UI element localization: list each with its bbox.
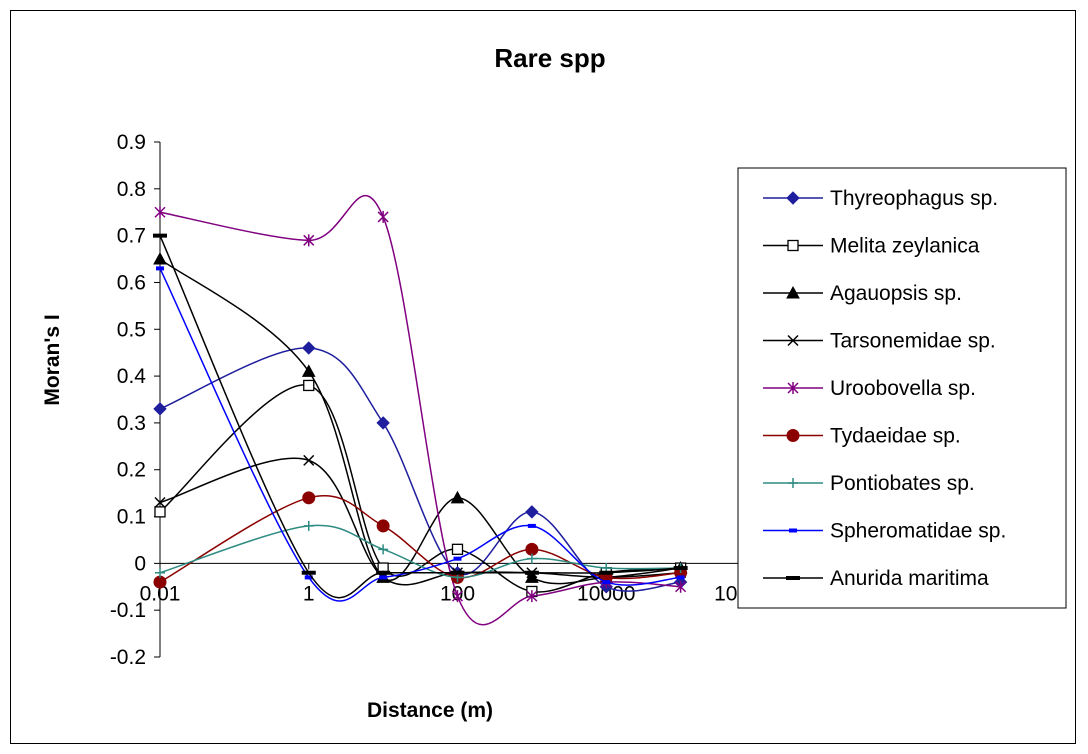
data-point <box>675 580 687 593</box>
data-point <box>153 575 167 589</box>
legend-item: Thyreophagus sp. <box>763 187 998 210</box>
data-point <box>376 519 390 533</box>
data-point <box>377 210 389 223</box>
legend-item: Uroobovella sp. <box>763 377 976 400</box>
data-point <box>156 266 164 271</box>
data-point <box>153 402 167 416</box>
data-point <box>303 379 315 392</box>
legend-item: Tydaeidae sp. <box>763 425 961 448</box>
y-tick-label: 0.9 <box>117 131 146 154</box>
data-point <box>450 490 465 504</box>
y-tick-label: 0.3 <box>117 412 146 435</box>
data-point <box>524 570 539 575</box>
y-tick-label: 0.6 <box>117 271 146 294</box>
data-point <box>303 454 315 466</box>
data-point <box>451 590 464 603</box>
data-point <box>376 570 391 575</box>
plot-area: -0.2 -0.1 0 0.1 0.2 0.3 0.4 0.5 0.6 0.7 0.8 0.9 0.01… <box>110 131 796 669</box>
y-tick-label: -0.1 <box>110 599 146 622</box>
legend-marker <box>789 528 797 533</box>
data-point <box>303 520 314 531</box>
data-point <box>673 566 688 571</box>
data-point <box>526 553 537 564</box>
x-tick-label: 1 <box>303 582 315 605</box>
y-tick-label: 0.1 <box>117 506 146 529</box>
data-point <box>450 570 465 575</box>
data-point <box>376 416 390 430</box>
data-point <box>301 364 316 377</box>
y-axis-label: Moran's I <box>41 314 64 405</box>
legend-marker <box>786 576 800 580</box>
series-line <box>159 195 681 626</box>
legend-label: Anurida maritima <box>830 567 989 590</box>
legend-marker <box>788 478 798 488</box>
series-line <box>159 384 681 593</box>
data-point <box>153 252 167 265</box>
legend-marker <box>786 429 800 442</box>
series-agauopsis-sp <box>153 252 688 585</box>
data-point <box>154 496 166 509</box>
series-anurida-maritima <box>153 233 688 599</box>
data-point <box>154 506 166 518</box>
data-point <box>304 575 313 580</box>
data-point <box>527 523 536 528</box>
legend-item: Agauopsis sp. <box>763 282 962 305</box>
data-point <box>451 543 464 555</box>
data-point <box>302 341 316 355</box>
data-point <box>602 580 611 585</box>
legend-label: Tarsonemidae sp. <box>830 330 996 353</box>
series-uroobovella-sp <box>154 195 687 626</box>
series-line <box>159 235 681 599</box>
legend-label: Uroobovella sp. <box>830 377 976 400</box>
legend-label: Pontiobates sp. <box>830 472 975 495</box>
y-tick-label: 0.2 <box>117 459 146 482</box>
y-tick-label: 0 <box>134 552 146 575</box>
legend-marker <box>787 382 799 394</box>
data-point <box>525 542 539 556</box>
data-point <box>525 505 539 519</box>
data-point <box>378 544 389 555</box>
legend-label: Spheromatidae sp. <box>830 520 1006 543</box>
legend-label: Tydaeidae sp. <box>830 425 961 448</box>
legend-label: Melita zeylanica <box>830 235 980 258</box>
data-point <box>525 570 539 583</box>
series-line <box>159 268 681 602</box>
data-point <box>155 567 165 578</box>
legend: Thyreophagus sp. Melita zeylanica Agauopsi… <box>737 167 1067 609</box>
legend-label: Thyreophagus sp. <box>830 187 998 210</box>
legend-marker <box>786 191 800 205</box>
data-point <box>599 570 614 575</box>
y-tick-label: 0.4 <box>117 365 147 388</box>
data-point <box>526 590 538 603</box>
data-point <box>453 556 462 561</box>
data-point <box>676 575 685 580</box>
y-tick-label: 0.5 <box>117 318 146 341</box>
x-tick-label: 0.01 <box>140 582 181 605</box>
legend-item: Melita zeylanica <box>763 235 980 258</box>
y-tick-label: 0.8 <box>117 178 146 201</box>
legend-item: Spheromatidae sp. <box>763 520 1006 543</box>
series-spheromatidae-sp <box>156 266 685 602</box>
legend-marker <box>786 285 800 299</box>
data-point <box>153 233 167 238</box>
data-point <box>302 491 316 505</box>
data-point <box>154 206 166 219</box>
legend-item: Anurida maritima <box>763 567 989 590</box>
x-tick-label: 10000 <box>577 582 635 605</box>
legend-marker <box>787 239 799 252</box>
y-tick-label: -0.2 <box>110 646 146 669</box>
legend-marker <box>787 334 799 347</box>
y-tick-label: 0.7 <box>117 225 146 248</box>
legend-item: Tarsonemidae sp. <box>763 330 996 353</box>
legend-item: Pontiobates sp. <box>763 472 975 495</box>
data-point <box>379 575 388 580</box>
legend-label: Agauopsis sp. <box>830 282 962 305</box>
x-axis-label: Distance (m) <box>367 699 493 722</box>
chart-title: Rare spp <box>494 43 605 73</box>
data-point <box>301 570 316 575</box>
data-point <box>303 234 315 247</box>
series-line <box>159 258 681 585</box>
